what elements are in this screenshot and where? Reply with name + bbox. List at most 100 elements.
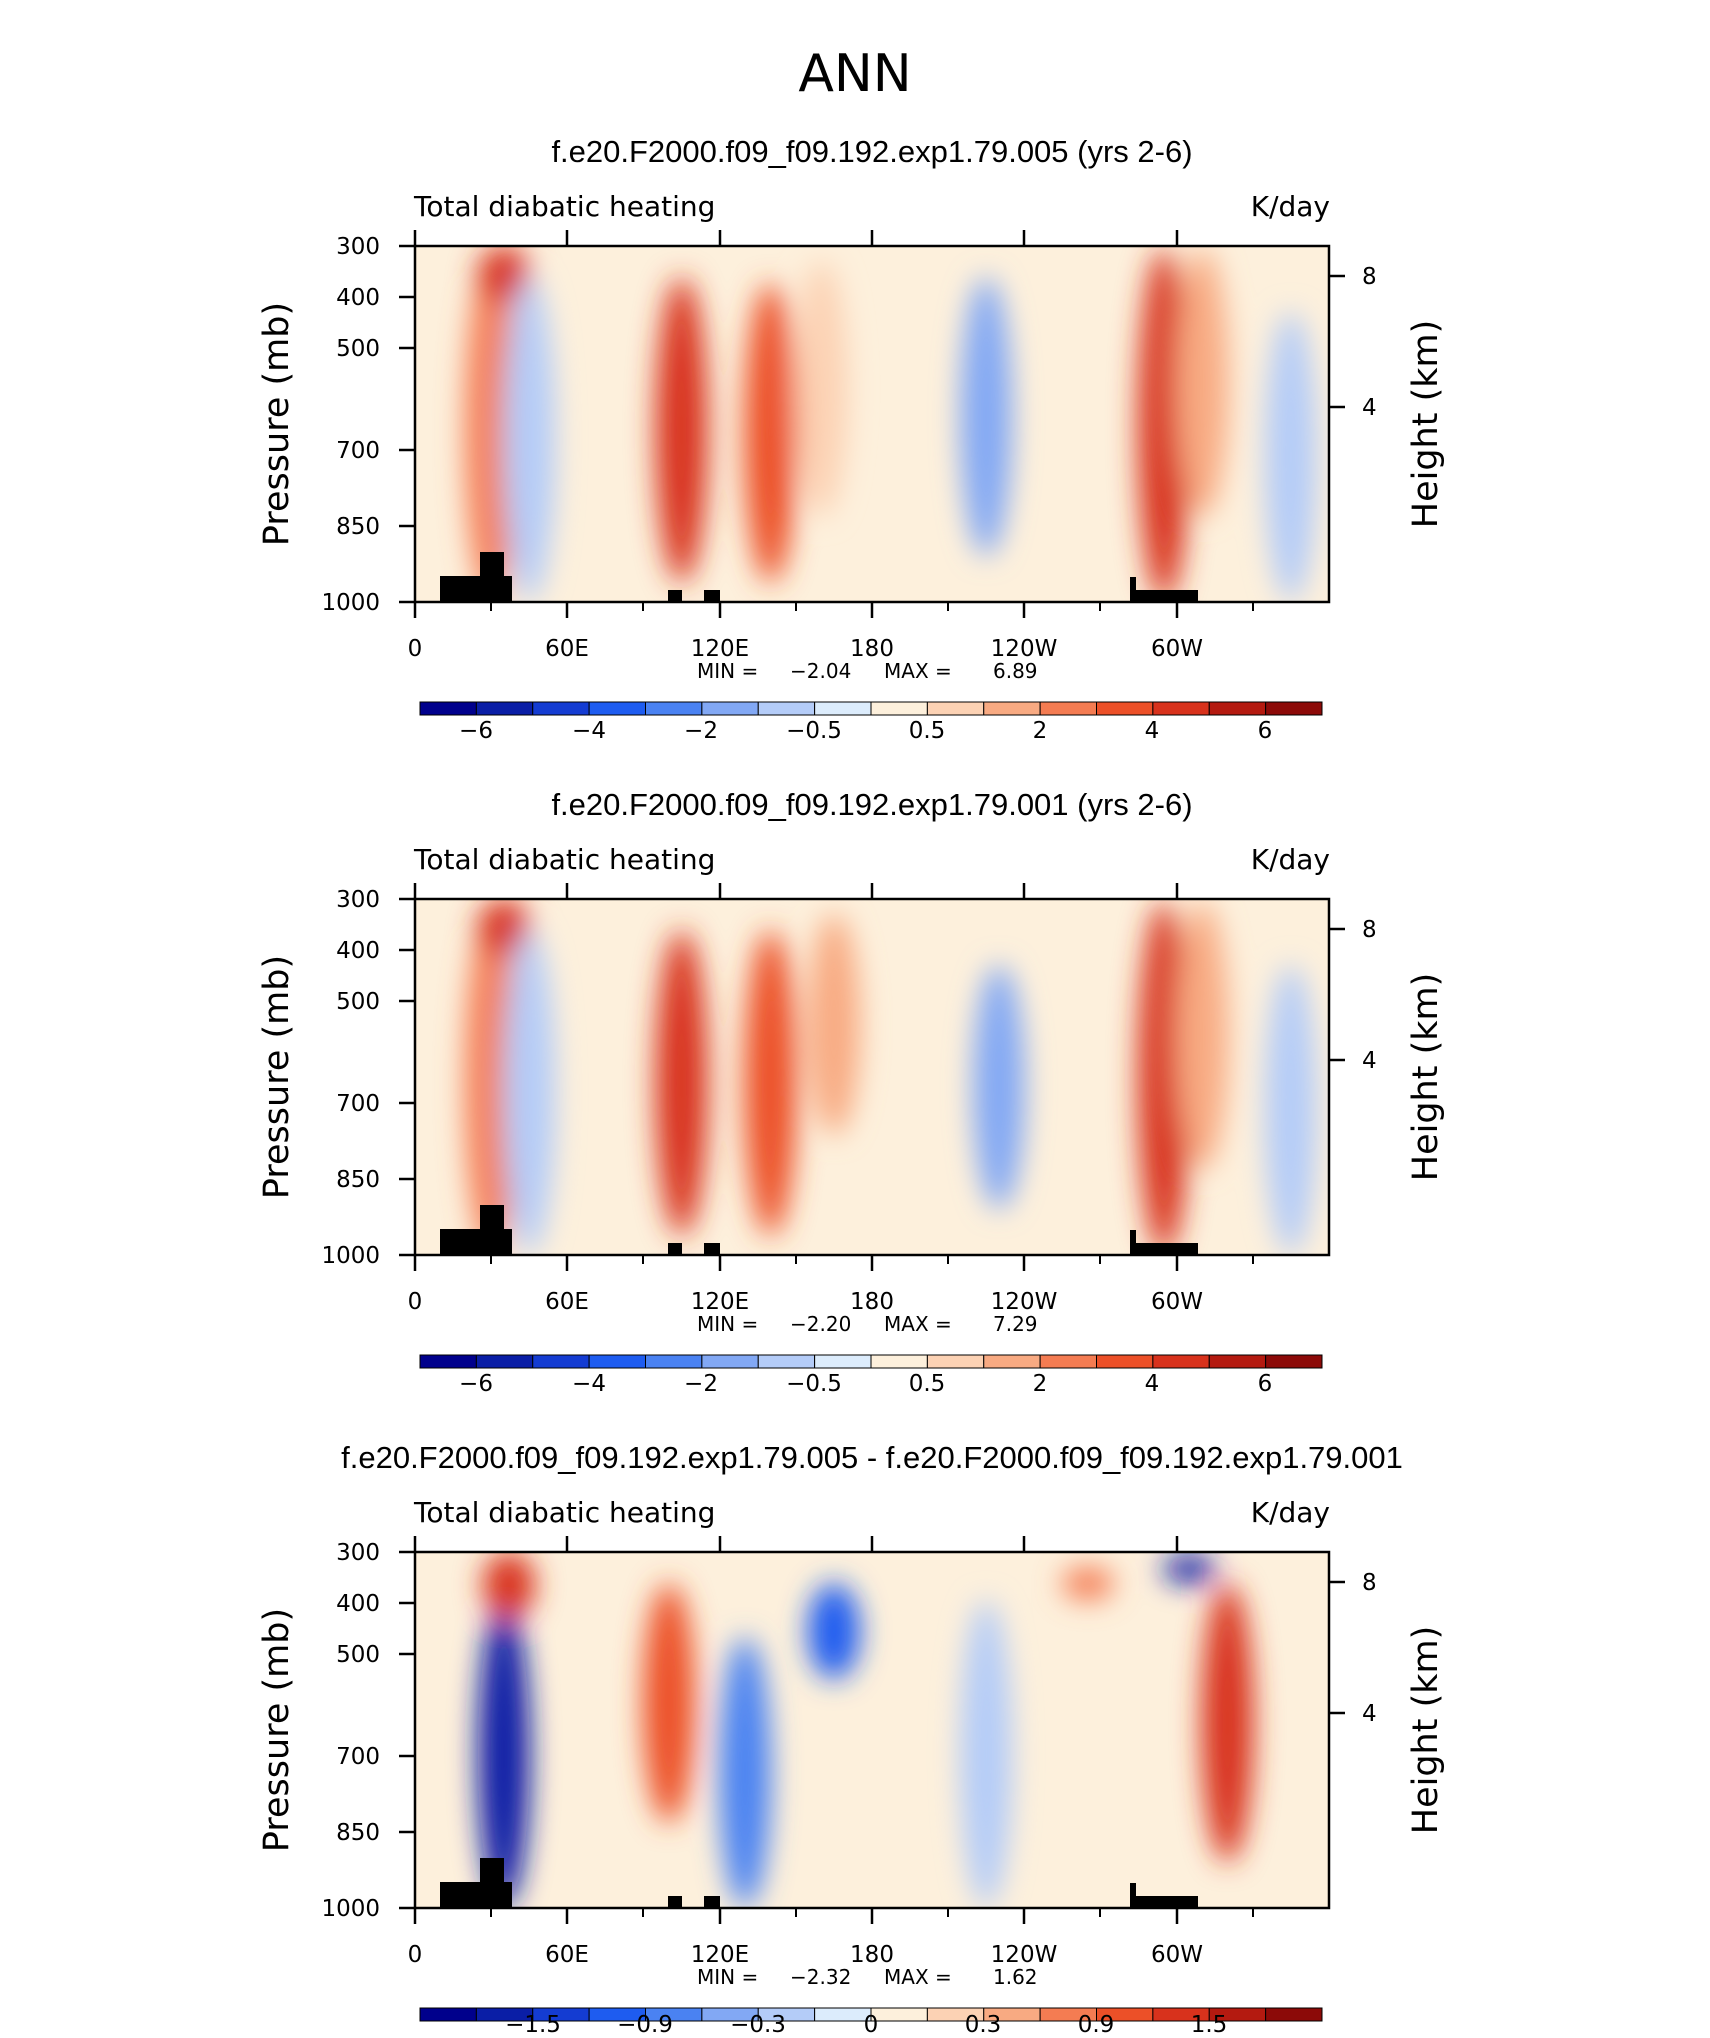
field-feature bbox=[642, 1583, 695, 1823]
y-tick-label: 1000 bbox=[321, 1896, 380, 1922]
colorbar-label: 2 bbox=[1033, 1371, 1048, 1397]
field-feature bbox=[465, 258, 518, 602]
colorbar-label: 0.3 bbox=[965, 2012, 1002, 2038]
right-tick-label: 4 bbox=[1362, 1048, 1377, 1074]
min-value: −2.20 bbox=[790, 1312, 851, 1336]
colorbar-swatch bbox=[475, 701, 534, 716]
colorbar-swatch bbox=[701, 1354, 759, 1369]
field-feature bbox=[972, 964, 1025, 1210]
colorbar-swatch bbox=[926, 1354, 985, 1369]
field-feature bbox=[719, 1637, 772, 1908]
min-value: −2.04 bbox=[790, 659, 851, 683]
contour-features bbox=[465, 899, 1317, 1255]
variable-label: Total diabatic heating bbox=[413, 843, 715, 876]
field-feature bbox=[1061, 1567, 1114, 1601]
x-tick-labels: 0 60E 120E 180 120W 60W bbox=[408, 1942, 1203, 1968]
y-tick-label: 850 bbox=[336, 514, 380, 540]
colorbar-label: 0.9 bbox=[1078, 2012, 1115, 2038]
x-tick-label: 0 bbox=[408, 1289, 423, 1315]
max-value: 1.62 bbox=[993, 1965, 1038, 1989]
colorbar-swatch bbox=[870, 701, 928, 716]
variable-label: Total diabatic heating bbox=[413, 190, 715, 223]
x-tick-labels: 0 60E 120E 180 120W 60W bbox=[408, 1289, 1203, 1315]
y-tick-label: 1000 bbox=[321, 1243, 380, 1269]
colorbar-swatch bbox=[870, 1354, 928, 1369]
colorbar-label: −6 bbox=[459, 1371, 493, 1397]
x-tick-label: 180 bbox=[850, 636, 894, 662]
colorbar-swatch bbox=[588, 1354, 646, 1369]
x-tick-label: 120W bbox=[991, 1289, 1058, 1315]
y-axis-ticks bbox=[399, 897, 415, 1257]
field-feature bbox=[1137, 901, 1190, 1255]
field-feature bbox=[503, 930, 556, 1255]
units-label: K/day bbox=[1251, 190, 1330, 223]
field-feature bbox=[503, 277, 556, 602]
right-tick-labels: 8 4 bbox=[1362, 264, 1377, 421]
colorbar-swatch bbox=[814, 701, 872, 716]
field-feature bbox=[482, 1552, 535, 1618]
colorbar-swatch bbox=[645, 701, 703, 716]
colorbar-swatch bbox=[983, 701, 1041, 716]
y-tick-label: 300 bbox=[336, 234, 380, 260]
x-tick-label: 180 bbox=[850, 1289, 894, 1315]
panel-title: f.e20.F2000.f09_f09.192.exp1.79.001 (yrs… bbox=[551, 787, 1192, 822]
colorbar-labels: −1.5 −0.9 −0.3 0 0.3 0.9 1.5 bbox=[505, 2012, 1227, 2038]
y-axis-label: Pressure (mb) bbox=[257, 302, 297, 546]
min-value: −2.32 bbox=[790, 1965, 851, 1989]
colorbar-swatch bbox=[1039, 1354, 1097, 1369]
colorbar-label: 6 bbox=[1258, 718, 1273, 744]
panel-2: f.e20.F2000.f09_f09.192.exp1.79.001 (yrs… bbox=[257, 787, 1446, 1397]
colorbar-label: −4 bbox=[572, 718, 606, 744]
y-tick-label: 850 bbox=[336, 1820, 380, 1846]
field-feature bbox=[477, 899, 530, 958]
right-axis-ticks bbox=[1329, 1580, 1345, 1715]
field-feature bbox=[655, 277, 708, 583]
topography-mask bbox=[440, 1858, 1198, 1908]
colorbar-swatch bbox=[1265, 2007, 1323, 2022]
right-tick-label: 4 bbox=[1362, 1701, 1377, 1727]
x-tick-label: 60E bbox=[545, 636, 589, 662]
y-tick-labels: 300 400 500 700 850 1000 bbox=[321, 1540, 380, 1922]
field-feature bbox=[744, 930, 797, 1236]
right-tick-label: 8 bbox=[1362, 917, 1377, 943]
field-feature bbox=[1264, 964, 1317, 1255]
field-feature bbox=[1264, 311, 1317, 602]
max-value: 7.29 bbox=[993, 1312, 1038, 1336]
y-tick-label: 400 bbox=[336, 1591, 380, 1617]
field-feature bbox=[477, 246, 530, 305]
colorbar-label: 6 bbox=[1258, 1371, 1273, 1397]
panel-1: f.e20.F2000.f09_f09.192.exp1.79.005 (yrs… bbox=[257, 134, 1446, 744]
colorbar-label: −0.9 bbox=[617, 2012, 673, 2038]
colorbar-label: −0.5 bbox=[786, 718, 842, 744]
colorbar-swatch bbox=[1096, 1354, 1154, 1369]
topography-mask bbox=[440, 552, 1198, 602]
field-background bbox=[415, 1552, 1329, 1908]
x-tick-label: 60E bbox=[545, 1942, 589, 1968]
colorbar-swatch bbox=[814, 1354, 872, 1369]
colorbar-swatch bbox=[870, 2007, 928, 2022]
panel-3: f.e20.F2000.f09_f09.192.exp1.79.005 - f.… bbox=[257, 1440, 1446, 2038]
max-label: MAX = bbox=[884, 659, 952, 683]
min-label: MIN = bbox=[697, 659, 758, 683]
x-tick-label: 0 bbox=[408, 1942, 423, 1968]
x-tick-label: 120W bbox=[991, 636, 1058, 662]
x-tick-label: 180 bbox=[850, 1942, 894, 1968]
y-tick-label: 500 bbox=[336, 1642, 380, 1668]
field-feature bbox=[1176, 901, 1229, 1170]
field-feature bbox=[807, 1583, 860, 1680]
y-tick-label: 300 bbox=[336, 887, 380, 913]
colorbar-swatch bbox=[1265, 701, 1323, 716]
right-tick-label: 8 bbox=[1362, 264, 1377, 290]
colorbar-swatch bbox=[419, 1354, 477, 1369]
y-tick-label: 700 bbox=[336, 438, 380, 464]
field-feature bbox=[465, 911, 518, 1255]
colorbar-label: 1.5 bbox=[1191, 2012, 1228, 2038]
right-tick-labels: 8 4 bbox=[1362, 917, 1377, 1074]
x-tick-label: 0 bbox=[408, 636, 423, 662]
colorbar-label: 0.5 bbox=[909, 718, 946, 744]
colorbar-swatch bbox=[475, 1354, 534, 1369]
x-tick-label: 60W bbox=[1151, 1942, 1203, 1968]
field-feature bbox=[1137, 248, 1190, 602]
field-feature bbox=[1163, 1554, 1216, 1584]
